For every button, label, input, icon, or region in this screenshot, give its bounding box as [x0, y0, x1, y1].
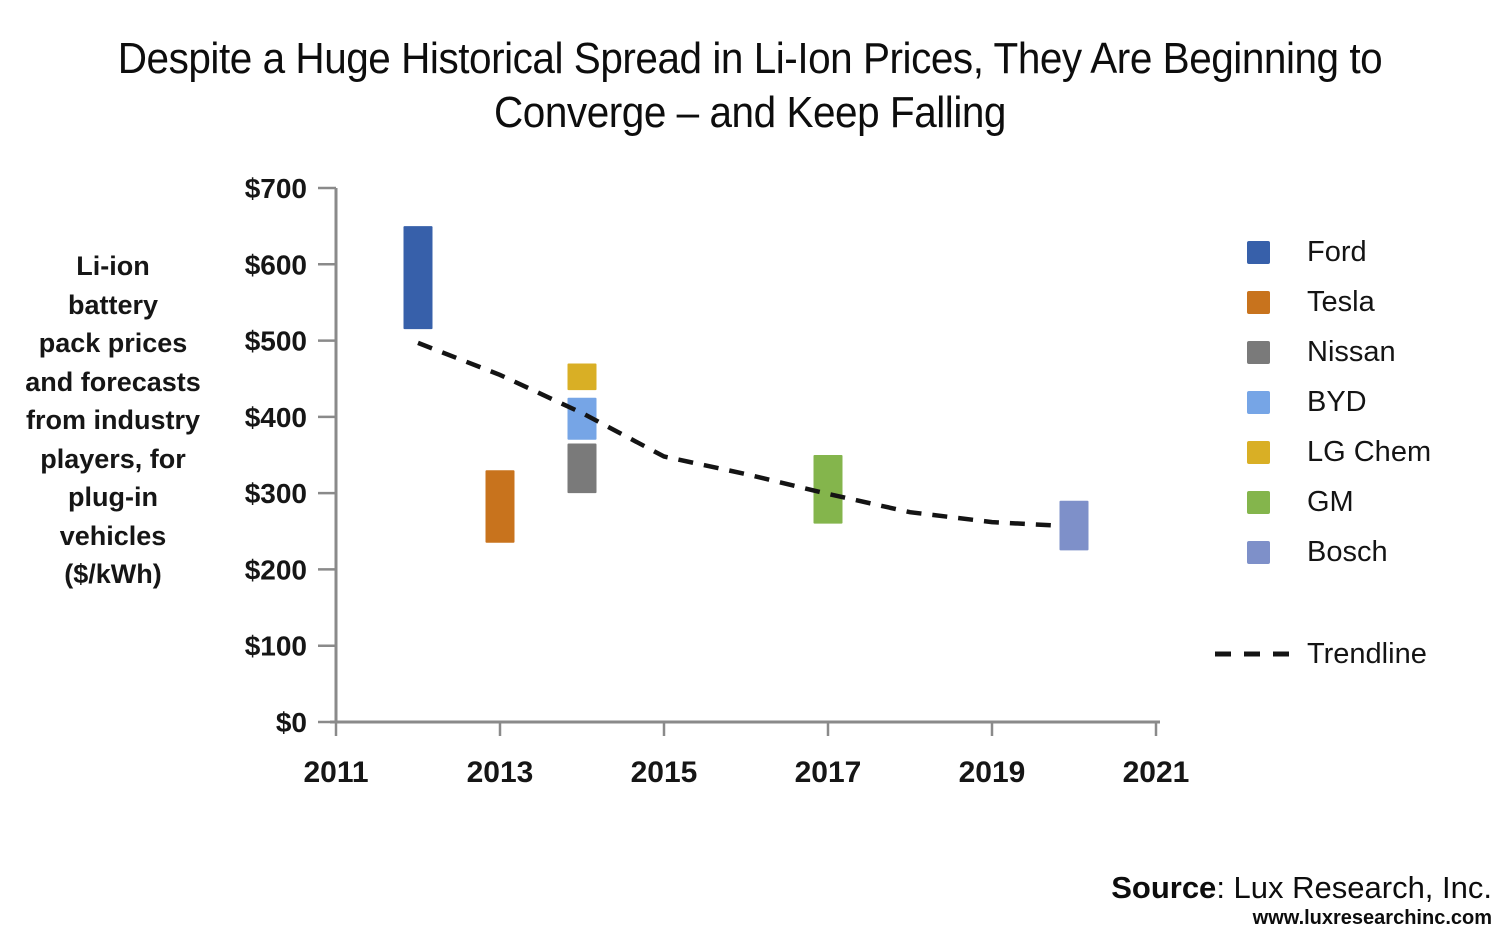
y-tick-label: $600 [245, 249, 307, 280]
legend-swatch-icon [1247, 540, 1270, 564]
y-tick-label: $200 [245, 554, 307, 585]
y-tick-label: $100 [245, 631, 307, 662]
y-tick-label: $300 [245, 478, 307, 509]
legend-item-trendline: Trendline [1210, 629, 1431, 679]
x-tick-label: 2011 [303, 756, 368, 789]
source-note: Source: Lux Research, Inc. www.luxresear… [1111, 870, 1492, 930]
source-label: Source [1111, 870, 1217, 905]
y-tick-label: $400 [245, 402, 307, 433]
legend-label: LG Chem [1307, 435, 1432, 468]
legend-label: Ford [1307, 235, 1367, 268]
chart-title-line2: Converge – and Keep Falling [494, 88, 1006, 138]
bar-tesla [485, 470, 515, 543]
bar-lg-chem [567, 363, 597, 391]
bar-gm [813, 455, 843, 524]
legend-swatch-icon [1247, 440, 1270, 464]
trendline-path [417, 340, 1062, 529]
x-tick-label: 2013 [467, 756, 534, 789]
bar-ford [403, 226, 433, 330]
legend-item-byd: BYD [1210, 377, 1431, 427]
dashed-line-icon [1215, 651, 1295, 657]
source-company: : Lux Research, Inc. [1216, 870, 1492, 905]
legend-item-gm: GM [1210, 477, 1431, 527]
legend-label: BYD [1307, 385, 1367, 418]
source-url: www.luxresearchinc.com [1252, 907, 1492, 929]
bar-nissan [567, 443, 597, 494]
legend-label: Bosch [1307, 535, 1388, 568]
legend-swatch-icon [1247, 290, 1270, 314]
y-tick-label: $0 [276, 707, 307, 738]
legend-swatch-icon [1247, 390, 1270, 414]
chart-title-line1: Despite a Huge Historical Spread in Li-I… [117, 34, 1383, 83]
legend-item-ford: Ford [1210, 227, 1431, 277]
x-tick-label: 2017 [795, 756, 862, 789]
x-tick-label: 2019 [959, 756, 1026, 789]
legend-swatch-icon [1247, 340, 1270, 364]
legend-swatch-icon [1247, 490, 1270, 514]
legend-item-tesla: Tesla [1210, 277, 1431, 327]
chart-legend: Ford Tesla Nissan BYD LG Chem GM Bosch Trendlin… [1210, 227, 1431, 679]
x-tick-label: 2021 [1123, 756, 1190, 789]
legend-label: Nissan [1307, 335, 1396, 368]
legend-item-nissan: Nissan [1210, 327, 1431, 377]
legend-label: Tesla [1307, 285, 1375, 318]
legend-item-bosch: Bosch [1210, 527, 1431, 577]
y-axis-description: Li-ion battery pack prices and forecasts… [25, 251, 201, 589]
y-tick-label: $500 [245, 326, 307, 357]
y-tick-label: $700 [245, 173, 307, 204]
bar-bosch [1059, 500, 1089, 551]
legend-swatch-icon [1247, 240, 1270, 264]
legend-label: Trendline [1307, 637, 1427, 670]
source-line: Source: Lux Research, Inc. [1111, 870, 1492, 906]
legend-label: GM [1307, 485, 1354, 518]
chart-title: Despite a Huge Historical Spread in Li-I… [60, 32, 1440, 140]
legend-item-lg-chem: LG Chem [1210, 427, 1431, 477]
x-tick-label: 2015 [631, 756, 698, 789]
